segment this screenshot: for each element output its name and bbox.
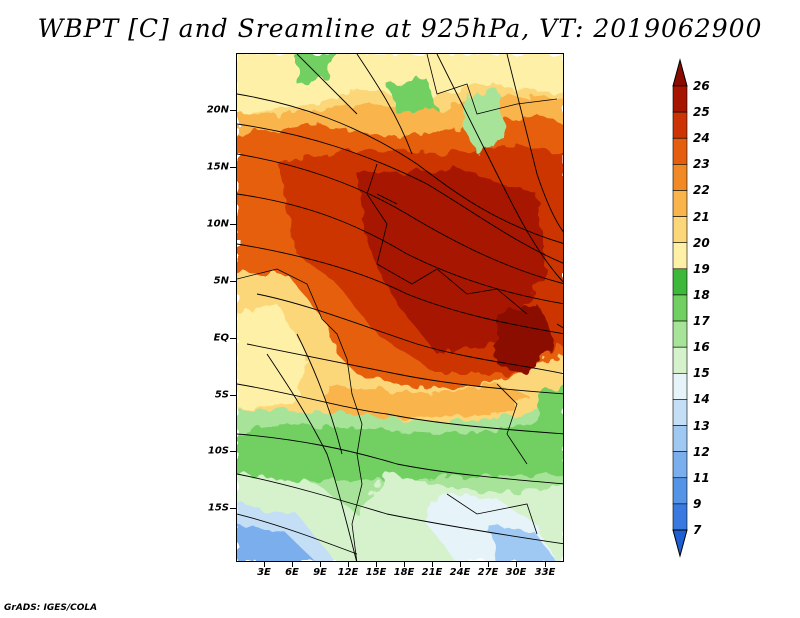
chart-title: WBPT [C] and Sreamline at 925hPa, VT: 20… [37,14,763,43]
temperature-fill [237,54,563,561]
colorbar-level-label: 25 [693,105,710,120]
colorbar-top-arrow [672,58,688,87]
lat-label-eq: EQ [213,332,229,344]
colorbar-level-label: 22 [693,183,710,198]
wbpt-field [237,54,563,561]
colorbar-segment [672,372,688,400]
lat-tick [230,281,236,282]
lon-label-3e: 3E [257,567,271,578]
lat-tick [230,110,236,111]
footer-credit: GrADS: IGES/COLA [4,603,98,613]
lon-label-24e: 24E [449,567,471,578]
colorbar-level-label: 26 [693,79,710,93]
lon-tick [432,562,433,567]
lat-tick [230,338,236,339]
colorbar-level-label: 7 [693,523,702,537]
colorbar-level-label: 16 [693,340,710,355]
lon-tick [488,562,489,567]
lon-tick [376,562,377,567]
colorbar-segment [672,242,688,270]
lon-label-15e: 15E [365,567,387,578]
lon-label-6e: 6E [285,567,299,578]
colorbar-segment [672,268,688,296]
colorbar-segment [672,294,688,322]
colorbar-segment [672,346,688,374]
lon-label-21e: 21E [421,567,443,578]
lat-label-10n: 10N [206,218,229,230]
streamlines [237,54,563,561]
colorbar-level-label: 12 [693,444,710,459]
colorbar-segment [672,216,688,244]
colorbar [672,58,688,558]
lon-tick [292,562,293,567]
colorbar-segment [672,190,688,217]
lat-tick [230,508,236,509]
lon-label-27e: 27E [477,567,499,578]
lat-label-10s: 10S [207,445,229,457]
lat-label-15s: 15S [207,502,229,514]
lon-tick [460,562,461,567]
lat-label-5s: 5S [214,389,229,401]
colorbar-segment [672,503,688,531]
lon-label-33e: 33E [534,567,556,578]
colorbar-level-label: 11 [693,470,710,485]
lat-label-5n: 5N [213,275,229,287]
colorbar-segment [672,164,688,191]
lon-label-9e: 9E [313,567,327,578]
colorbar-level-label: 14 [693,392,710,407]
lat-tick [230,224,236,225]
colorbar-segment [672,477,688,505]
lat-tick [230,451,236,452]
colorbar-level-label: 21 [693,209,710,224]
lon-tick [404,562,405,567]
colorbar-level-label: 15 [693,366,710,381]
lat-tick [230,167,236,168]
colorbar-level-label: 20 [693,235,710,250]
lon-tick [348,562,349,567]
lon-tick [320,562,321,567]
lat-label-15n: 15N [206,161,229,173]
colorbar-segment [672,137,688,165]
colorbar-level-label: 17 [693,314,710,329]
colorbar-segment [672,425,688,452]
lon-label-18e: 18E [393,567,415,578]
lon-tick [264,562,265,567]
lat-label-20n: 20N [206,104,229,116]
lon-label-30e: 30E [505,567,527,578]
colorbar-segment [672,451,688,479]
colorbar-segment [672,85,688,113]
colorbar-level-label: 23 [693,157,710,172]
colorbar-level-label: 19 [693,261,710,276]
lon-tick [545,562,546,567]
lon-tick [516,562,517,567]
colorbar-level-label: 18 [693,287,710,302]
lat-tick [230,395,236,396]
colorbar-level-label: 13 [693,418,710,433]
coastlines [237,54,563,561]
colorbar-level-label: 24 [693,131,710,146]
map-panel [236,53,564,562]
colorbar-segment [672,111,688,139]
colorbar-level-label: 9 [693,496,702,511]
colorbar-bottom-arrow [672,529,688,558]
colorbar-segment [672,399,688,426]
lon-label-12e: 12E [337,567,359,578]
colorbar-segment [672,320,688,348]
